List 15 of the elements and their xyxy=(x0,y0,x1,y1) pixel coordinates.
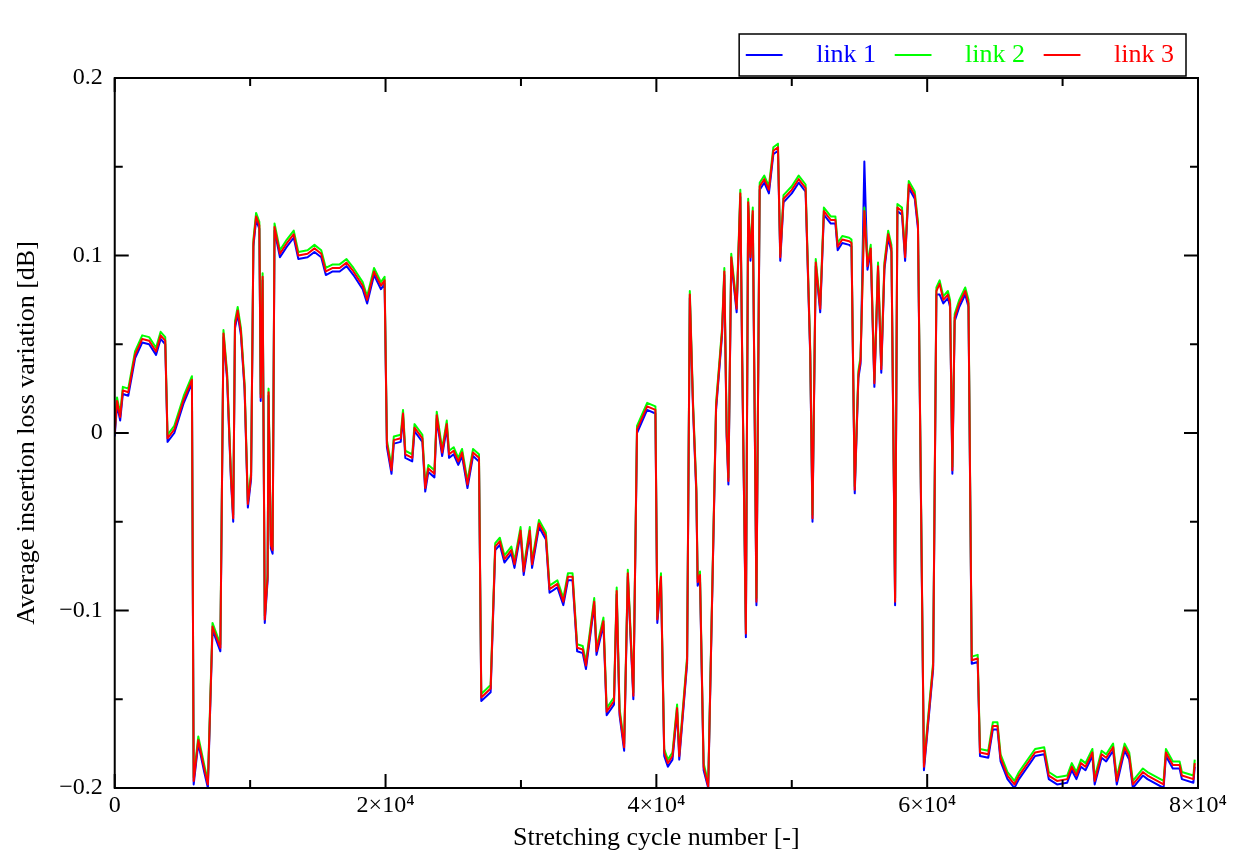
y-tick-label: 0.1 xyxy=(72,240,103,267)
y-tick-label: 0 xyxy=(90,418,103,445)
y-axis-title: Average insertion loss variation [dB] xyxy=(11,241,41,625)
x-tick-label: 6×10⁴ xyxy=(898,790,957,817)
x-tick-label: 2×10⁴ xyxy=(356,790,415,817)
x-axis-title: Stretching cycle number [-] xyxy=(513,822,800,852)
x-tick-label: 4×10⁴ xyxy=(627,790,686,817)
x-tick-label: 0 xyxy=(108,790,121,817)
y-tick-label: 0.2 xyxy=(72,63,103,90)
y-tick-label: −0.1 xyxy=(59,595,103,622)
x-tick-label: 8×10⁴ xyxy=(1169,790,1227,817)
y-tick-label: −0.2 xyxy=(59,773,103,800)
legend-label: link 3 xyxy=(1088,38,1175,68)
legend-label: link 1 xyxy=(790,38,877,68)
legend-label: link 2 xyxy=(939,38,1026,68)
